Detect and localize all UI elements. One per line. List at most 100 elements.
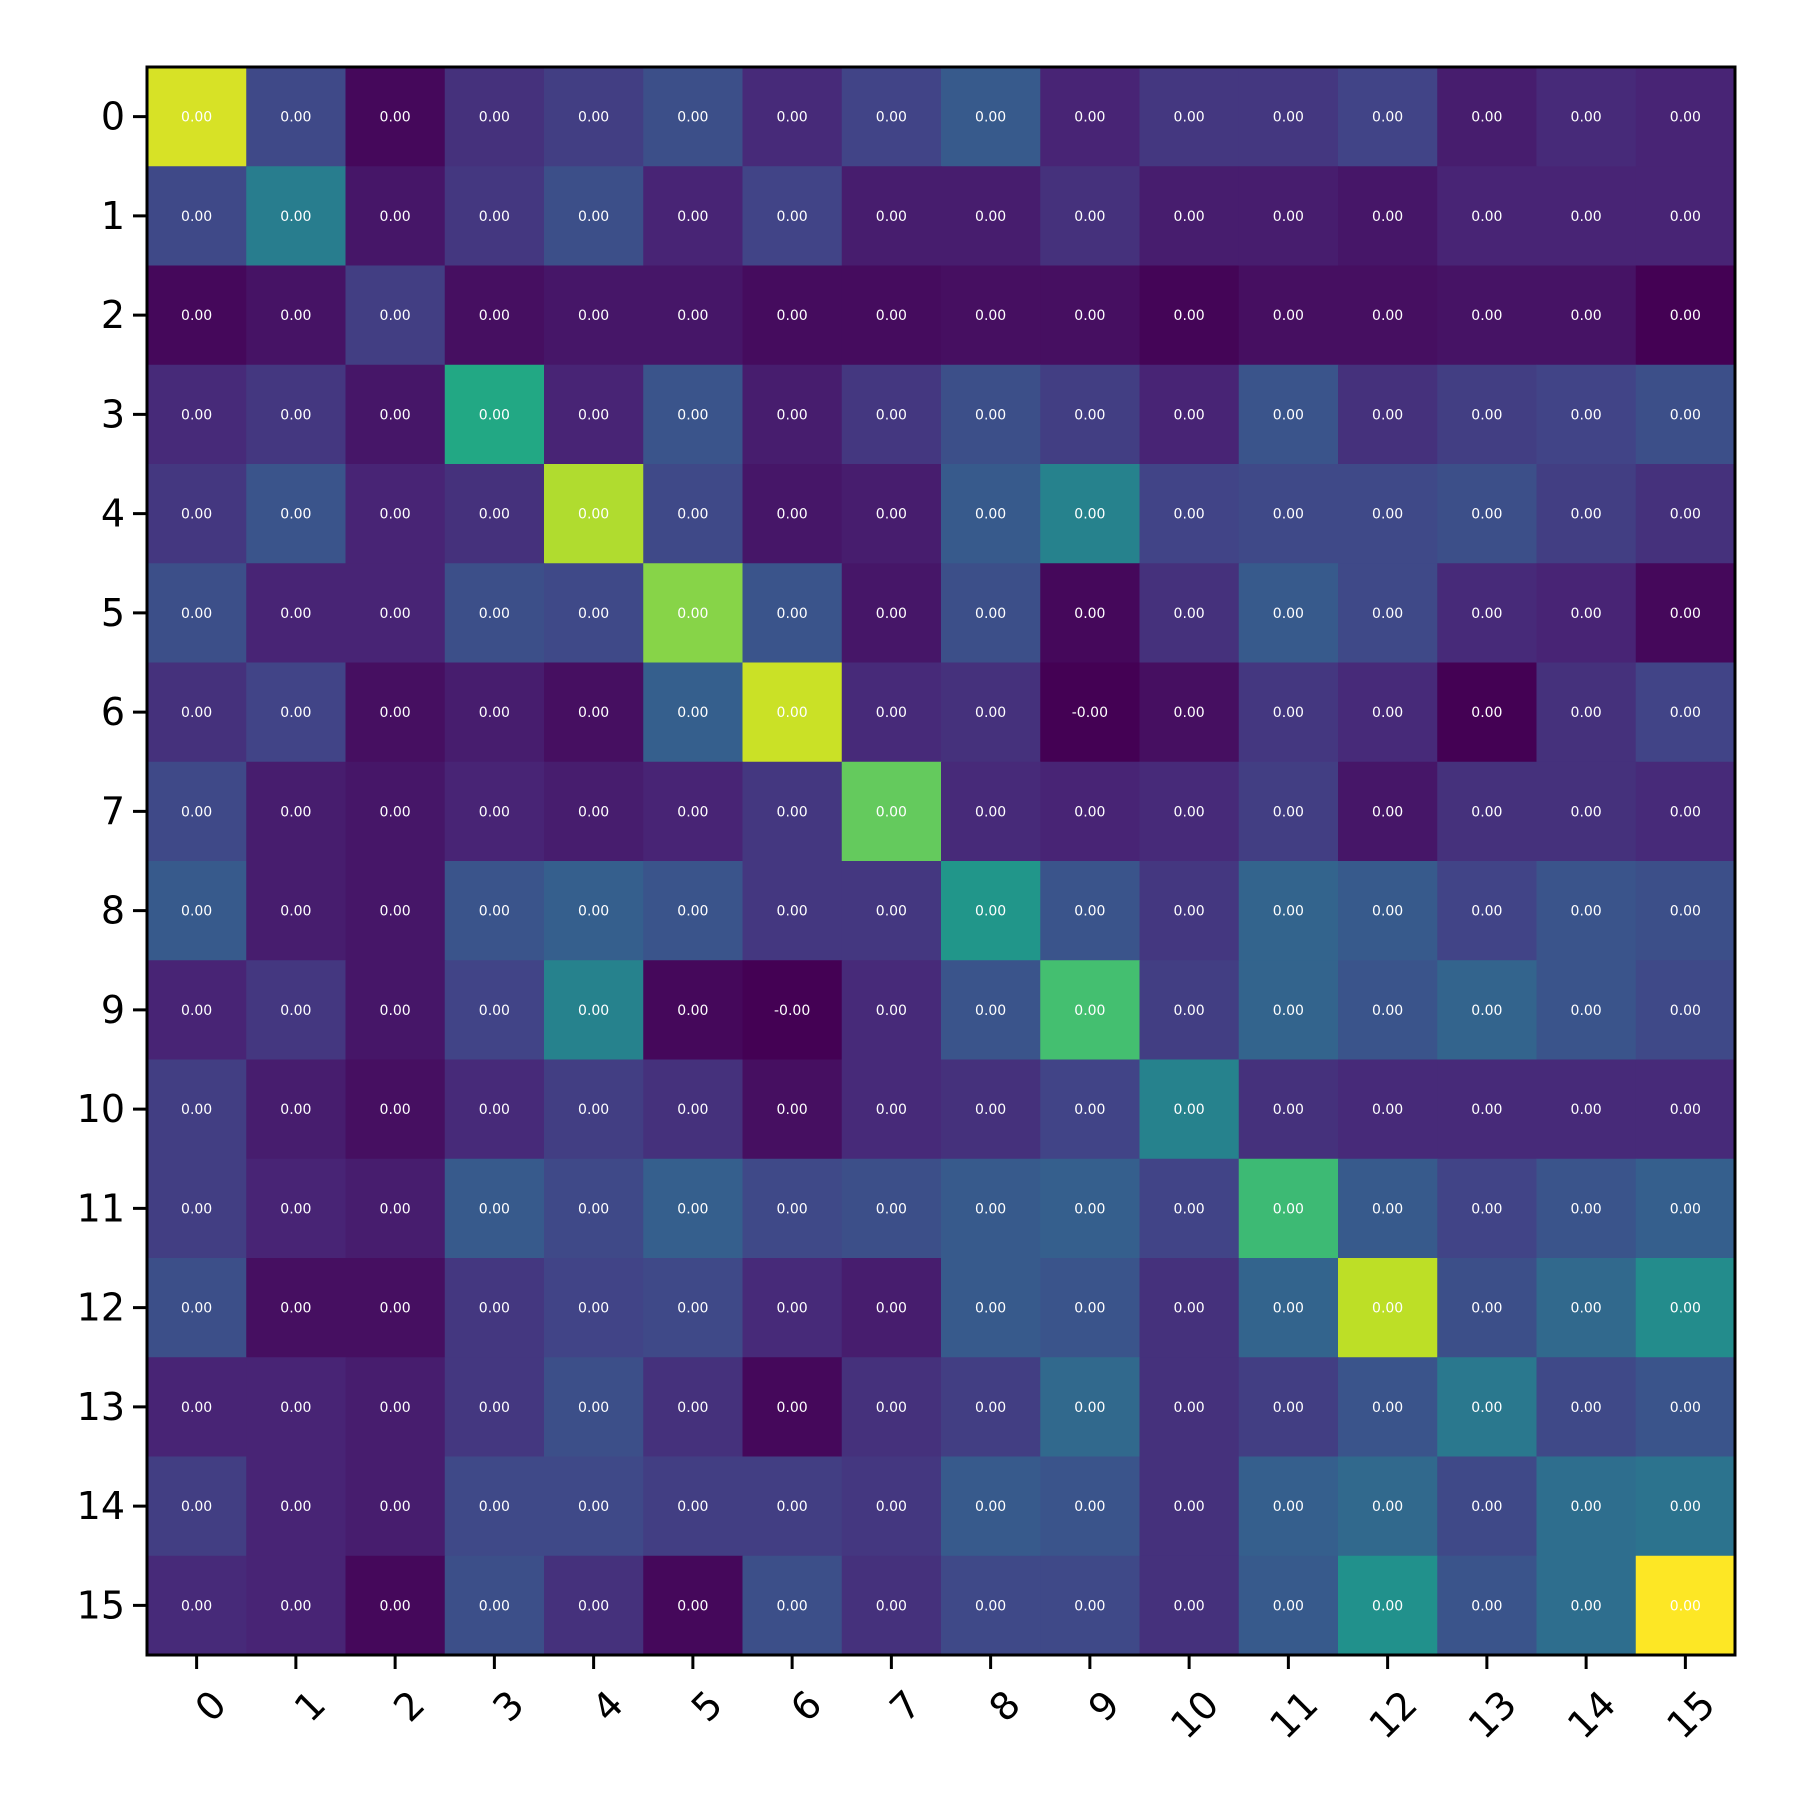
cell-value-label: 0.00 bbox=[479, 1201, 510, 1217]
cell-value-label: 0.00 bbox=[777, 804, 808, 820]
heatmap-cell bbox=[941, 563, 1041, 664]
cell-value-label: 0.00 bbox=[1273, 1003, 1304, 1019]
heatmap-cell bbox=[1635, 861, 1736, 961]
heatmap-cell bbox=[544, 67, 644, 167]
cell-value-label: 0.00 bbox=[479, 110, 510, 126]
heatmap-cell bbox=[147, 1456, 247, 1557]
cell-value-label: 0.00 bbox=[1471, 1598, 1502, 1614]
cell-value-label: 0.00 bbox=[1174, 1003, 1205, 1019]
heatmap-cell bbox=[643, 166, 744, 267]
cell-value-label: 0.00 bbox=[1372, 507, 1403, 523]
cell-value-label: 0.00 bbox=[181, 308, 212, 324]
cell-value-label: 0.00 bbox=[1174, 1301, 1205, 1317]
cell-value-label: 0.00 bbox=[1372, 1301, 1403, 1317]
cell-value-label: 0.00 bbox=[1273, 1301, 1304, 1317]
heatmap-cell bbox=[544, 464, 644, 564]
cell-value-label: 0.00 bbox=[380, 209, 411, 225]
cell-value-label: 0.00 bbox=[1471, 804, 1502, 820]
cell-value-label: 0.00 bbox=[1074, 110, 1105, 126]
cell-value-label: -0.00 bbox=[1072, 705, 1108, 721]
cell-value-label: 0.00 bbox=[1174, 308, 1205, 324]
cell-value-label: 0.00 bbox=[1074, 1499, 1105, 1515]
cell-value-label: 0.00 bbox=[280, 209, 311, 225]
heatmap-cell bbox=[742, 1059, 843, 1160]
heatmap-cell bbox=[1040, 1059, 1141, 1160]
heatmap-cell bbox=[1536, 1158, 1637, 1259]
heatmap-cell bbox=[1238, 662, 1339, 763]
cell-value-label: 0.00 bbox=[1670, 407, 1701, 423]
heatmap-cell bbox=[1338, 166, 1438, 267]
cell-value-label: 0.00 bbox=[677, 308, 708, 324]
heatmap-cell bbox=[444, 1555, 545, 1656]
heatmap-cell bbox=[345, 265, 446, 366]
heatmap-cell bbox=[544, 1555, 644, 1656]
cell-value-label: 0.00 bbox=[578, 209, 609, 225]
cell-value-label: 0.00 bbox=[1074, 904, 1105, 920]
cell-value-label: 0.00 bbox=[1074, 407, 1105, 423]
cell-value-label: 0.00 bbox=[677, 1201, 708, 1217]
cell-value-label: 0.00 bbox=[1670, 705, 1701, 721]
heatmap-cell bbox=[1040, 1258, 1141, 1358]
heatmap-cell bbox=[246, 1158, 347, 1259]
heatmap-cell bbox=[1635, 464, 1736, 564]
heatmap-cell bbox=[444, 563, 545, 664]
heatmap-cell bbox=[1238, 861, 1339, 961]
cell-value-label: 0.00 bbox=[1571, 1102, 1602, 1118]
cell-value-label: 0.00 bbox=[280, 1400, 311, 1416]
heatmap-cell bbox=[345, 1158, 446, 1259]
heatmap-cell bbox=[742, 1456, 843, 1557]
x-tick-label: 9 bbox=[1080, 1682, 1128, 1730]
cell-value-label: 0.00 bbox=[1571, 1201, 1602, 1217]
heatmap-cell bbox=[1139, 265, 1240, 366]
heatmap-cell bbox=[1040, 960, 1141, 1061]
heatmap-cell bbox=[1635, 67, 1736, 167]
cell-value-label: 0.00 bbox=[380, 1598, 411, 1614]
heatmap-cell bbox=[1635, 960, 1736, 1061]
cell-value-label: 0.00 bbox=[876, 209, 907, 225]
cell-value-label: 0.00 bbox=[1571, 1499, 1602, 1515]
y-tick-label: 10 bbox=[77, 1087, 125, 1131]
cell-value-label: 0.00 bbox=[876, 1301, 907, 1317]
heatmap-cell bbox=[246, 67, 347, 167]
heatmap-cell bbox=[1536, 464, 1637, 564]
heatmap-cell bbox=[941, 1357, 1041, 1458]
heatmap-cell bbox=[1635, 364, 1736, 465]
cell-value-label: 0.00 bbox=[1372, 308, 1403, 324]
cell-value-label: 0.00 bbox=[1074, 1003, 1105, 1019]
cell-value-label: 0.00 bbox=[975, 1201, 1006, 1217]
cell-value-label: 0.00 bbox=[677, 110, 708, 126]
heatmap-cell bbox=[1338, 1059, 1438, 1160]
cell-value-label: 0.00 bbox=[1471, 904, 1502, 920]
heatmap-cell bbox=[1238, 1158, 1339, 1259]
cell-value-label: 0.00 bbox=[1174, 1598, 1205, 1614]
heatmap-cell bbox=[1635, 761, 1736, 862]
heatmap-cell bbox=[742, 364, 843, 465]
heatmap-cell bbox=[1139, 464, 1240, 564]
heatmap-cell bbox=[1238, 166, 1339, 267]
cell-value-label: -0.00 bbox=[774, 1003, 810, 1019]
cell-value-label: 0.00 bbox=[876, 1499, 907, 1515]
heatmap-cell bbox=[147, 1059, 247, 1160]
cell-value-label: 0.00 bbox=[280, 804, 311, 820]
heatmap-cell bbox=[1040, 563, 1141, 664]
heatmap-cell bbox=[1536, 1357, 1637, 1458]
heatmap-cell bbox=[444, 861, 545, 961]
cell-value-label: 0.00 bbox=[876, 110, 907, 126]
cell-value-label: 0.00 bbox=[578, 705, 609, 721]
heatmap-cell bbox=[941, 166, 1041, 267]
cell-value-label: 0.00 bbox=[1074, 308, 1105, 324]
heatmap-cell bbox=[246, 265, 347, 366]
heatmap-cell bbox=[444, 464, 545, 564]
cell-value-label: 0.00 bbox=[1174, 904, 1205, 920]
cell-value-label: 0.00 bbox=[677, 804, 708, 820]
cell-value-label: 0.00 bbox=[280, 1102, 311, 1118]
heatmap-cell bbox=[147, 861, 247, 961]
cell-value-label: 0.00 bbox=[975, 1003, 1006, 1019]
cell-value-label: 0.00 bbox=[1372, 1003, 1403, 1019]
cell-value-label: 0.00 bbox=[1174, 705, 1205, 721]
cell-value-label: 0.00 bbox=[1670, 904, 1701, 920]
cell-value-label: 0.00 bbox=[1571, 904, 1602, 920]
cell-value-label: 0.00 bbox=[1571, 110, 1602, 126]
heatmap-cell bbox=[345, 1456, 446, 1557]
